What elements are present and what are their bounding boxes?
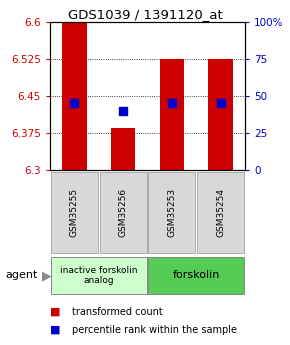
- Text: GSM35256: GSM35256: [119, 188, 128, 237]
- Text: GDS1039 / 1391120_at: GDS1039 / 1391120_at: [68, 8, 222, 21]
- Bar: [62, 22, 86, 170]
- Bar: [148, 257, 244, 294]
- Text: GSM35255: GSM35255: [70, 188, 79, 237]
- Text: ■: ■: [50, 325, 61, 335]
- Point: [170, 101, 174, 106]
- Bar: [51, 257, 146, 294]
- Text: percentile rank within the sample: percentile rank within the sample: [72, 325, 237, 335]
- Text: inactive forskolin
analog: inactive forskolin analog: [60, 266, 137, 285]
- Text: transformed count: transformed count: [72, 307, 163, 317]
- Bar: [209, 59, 233, 170]
- Point: [72, 101, 77, 106]
- Bar: [111, 128, 135, 170]
- Text: agent: agent: [6, 270, 38, 280]
- Text: GSM35253: GSM35253: [167, 188, 176, 237]
- Bar: [51, 172, 98, 253]
- Bar: [100, 172, 146, 253]
- Bar: [160, 59, 184, 170]
- Point: [218, 101, 223, 106]
- Text: ■: ■: [50, 307, 61, 317]
- Text: GSM35254: GSM35254: [216, 188, 225, 237]
- Bar: [197, 172, 244, 253]
- Text: ▶: ▶: [42, 269, 52, 282]
- Point: [121, 108, 126, 114]
- Text: forskolin: forskolin: [173, 270, 220, 280]
- Bar: [148, 172, 195, 253]
